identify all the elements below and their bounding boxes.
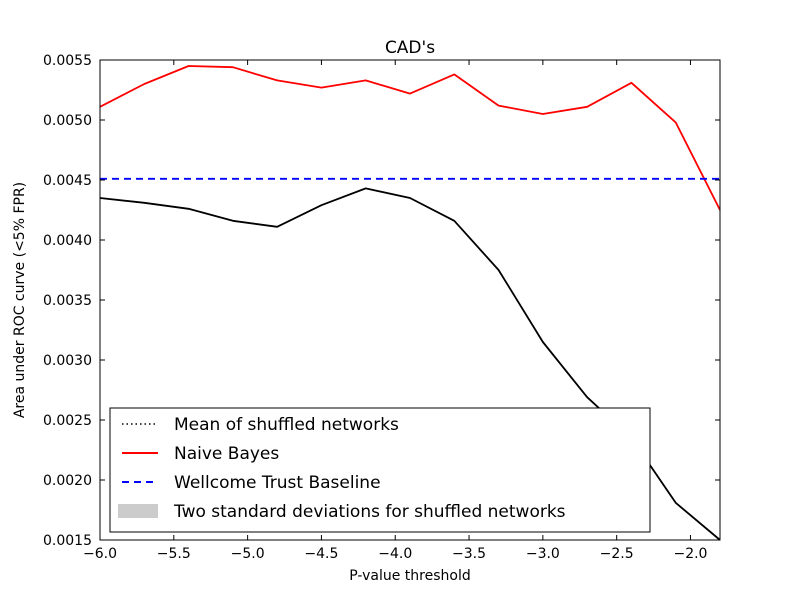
x-tick-label: −3.5 [452,546,486,562]
x-tick-label: −5.5 [157,546,191,562]
x-tick-label: −3.0 [526,546,560,562]
y-tick-label: 0.0020 [43,473,92,489]
x-axis-label: P-value threshold [349,568,470,584]
ticks-layer: −6.0 −5.5 −5.0 −4.5 −4.0 −3.5 −3.0 −2.5 −2.0 0.00… [43,53,720,562]
x-tick-label: −5.0 [231,546,265,562]
legend-swatch [118,504,158,518]
y-tick-label: 0.0045 [43,173,92,189]
y-tick-label: 0.0040 [43,233,92,249]
series-line-1 [99,65,721,211]
legend-label: Mean of shuffled networks [174,415,399,435]
y-tick-label: 0.0015 [43,533,92,549]
y-tick-label: 0.0030 [43,353,92,369]
x-tick-label: −4.5 [304,546,338,562]
x-tick-label: −6.0 [83,546,117,562]
chart-title: CAD's [385,38,435,58]
y-tick-label: 0.0055 [43,53,92,69]
legend-label: Two standard deviations for shuffled net… [173,502,566,522]
x-tick-label: −2.5 [600,546,634,562]
y-tick-label: 0.0025 [43,413,92,429]
x-tick-label: −2.0 [673,546,707,562]
y-tick-label: 0.0035 [43,293,92,309]
y-tick-label: 0.0050 [43,113,92,129]
legend-label: Wellcome Trust Baseline [174,473,381,493]
legend-box [109,407,651,533]
y-axis-label: Area under ROC curve (<5% FPR) [12,182,28,418]
legend-label: Naive Bayes [174,444,279,464]
legend: Mean of shuffled networks Naive Bayes Well… [109,407,651,533]
x-tick-label: −4.0 [378,546,412,562]
